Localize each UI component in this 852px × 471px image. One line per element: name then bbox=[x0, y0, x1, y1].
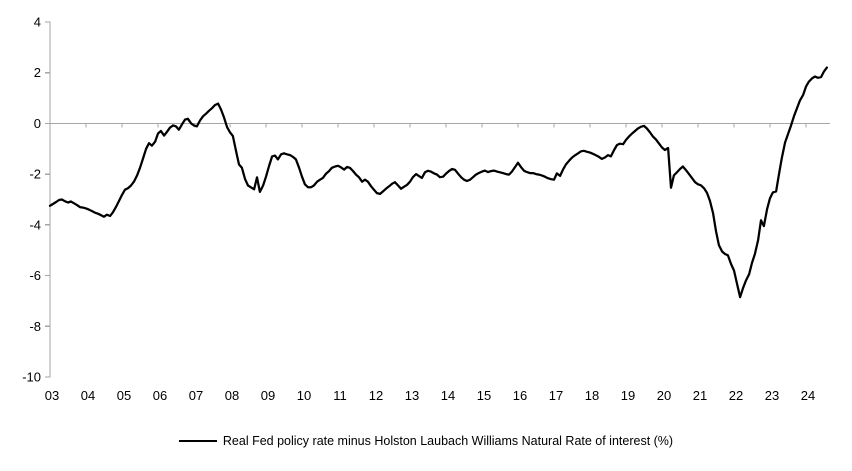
x-tick-label: 14 bbox=[441, 388, 455, 403]
x-tick-label: 21 bbox=[693, 388, 707, 403]
x-tick-label: 03 bbox=[45, 388, 59, 403]
y-tick-label: -2 bbox=[29, 167, 41, 182]
x-tick-label: 04 bbox=[81, 388, 95, 403]
x-tick-label: 09 bbox=[261, 388, 275, 403]
y-tick-label: 0 bbox=[34, 116, 41, 131]
x-tick-label: 19 bbox=[621, 388, 635, 403]
y-tick-label: -4 bbox=[29, 217, 41, 232]
legend-line-swatch bbox=[178, 440, 217, 442]
x-tick-label: 18 bbox=[585, 388, 599, 403]
x-tick-label: 20 bbox=[657, 388, 671, 403]
y-tick-label: 2 bbox=[34, 65, 41, 80]
x-tick-label: 11 bbox=[333, 388, 347, 403]
x-tick-label: 07 bbox=[189, 388, 203, 403]
x-tick-label: 22 bbox=[729, 388, 743, 403]
series-layer bbox=[48, 66, 829, 299]
legend-label: Real Fed policy rate minus Holston Lauba… bbox=[222, 434, 674, 448]
x-tick-label: 15 bbox=[477, 388, 491, 403]
x-tick-label: 05 bbox=[117, 388, 131, 403]
series-line bbox=[48, 66, 829, 299]
y-tick-label: 4 bbox=[34, 14, 41, 29]
y-tick-label: -6 bbox=[29, 268, 41, 283]
x-tick-label: 24 bbox=[801, 388, 815, 403]
y-tick-label: -10 bbox=[22, 370, 41, 385]
x-tick-label: 12 bbox=[369, 388, 383, 403]
x-tick-label: 06 bbox=[153, 388, 167, 403]
x-tick-label: 13 bbox=[405, 388, 419, 403]
legend: Real Fed policy rate minus Holston Lauba… bbox=[0, 434, 852, 448]
x-tick-label: 23 bbox=[765, 388, 779, 403]
x-tick-label: 10 bbox=[297, 388, 311, 403]
y-tick-label: -8 bbox=[29, 319, 41, 334]
x-tick-label: 16 bbox=[513, 388, 527, 403]
x-tick-label: 17 bbox=[549, 388, 563, 403]
x-tick-label: 08 bbox=[225, 388, 239, 403]
